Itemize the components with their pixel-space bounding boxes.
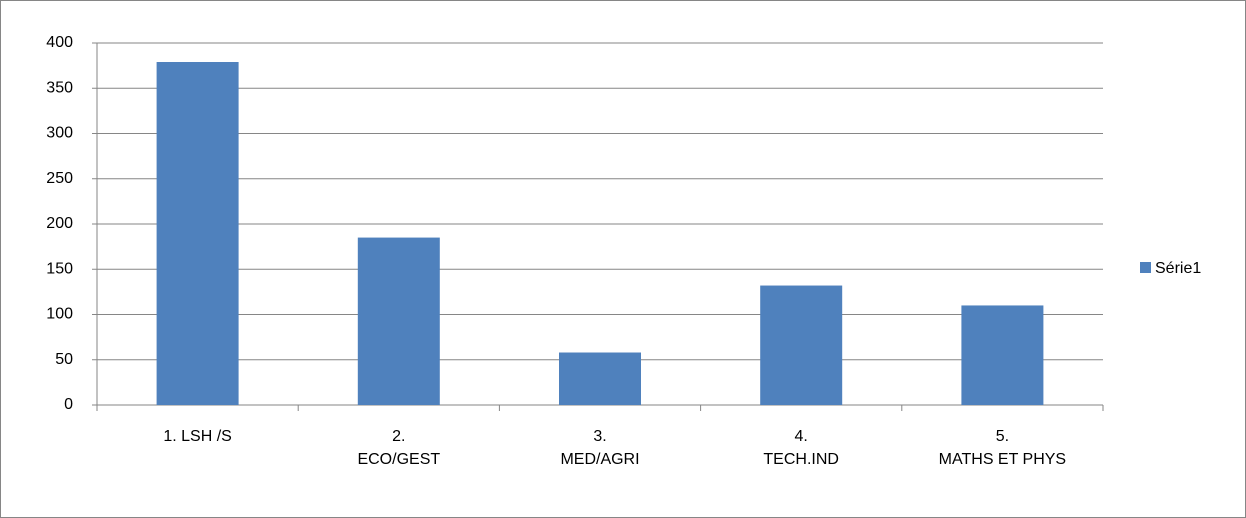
x-tick-label: 4. TECH.IND	[763, 428, 839, 468]
bar	[559, 352, 641, 405]
y-tick-label: 350	[46, 79, 73, 96]
y-tick-label: 100	[46, 306, 73, 323]
x-tick-label: 3. MED/AGRI	[560, 428, 640, 468]
y-tick-label: 400	[46, 34, 73, 51]
y-tick-label: 0	[64, 396, 73, 413]
bar	[760, 285, 843, 405]
bar	[156, 62, 239, 405]
y-tick-label: 50	[55, 351, 73, 368]
y-tick-label: 250	[46, 170, 73, 187]
x-tick-label: 1. LSH /S	[163, 428, 232, 445]
y-tick-label: 150	[46, 260, 73, 277]
bar	[961, 305, 1044, 405]
x-tick-label: 2. ECO/GEST	[357, 428, 441, 468]
x-tick-label: 5. MATHS ET PHYS	[938, 428, 1067, 468]
bar	[357, 237, 440, 405]
y-tick-label: 200	[46, 215, 73, 232]
legend-swatch	[1140, 262, 1151, 273]
y-tick-label: 300	[46, 125, 73, 142]
legend-label: Série1	[1155, 260, 1201, 277]
